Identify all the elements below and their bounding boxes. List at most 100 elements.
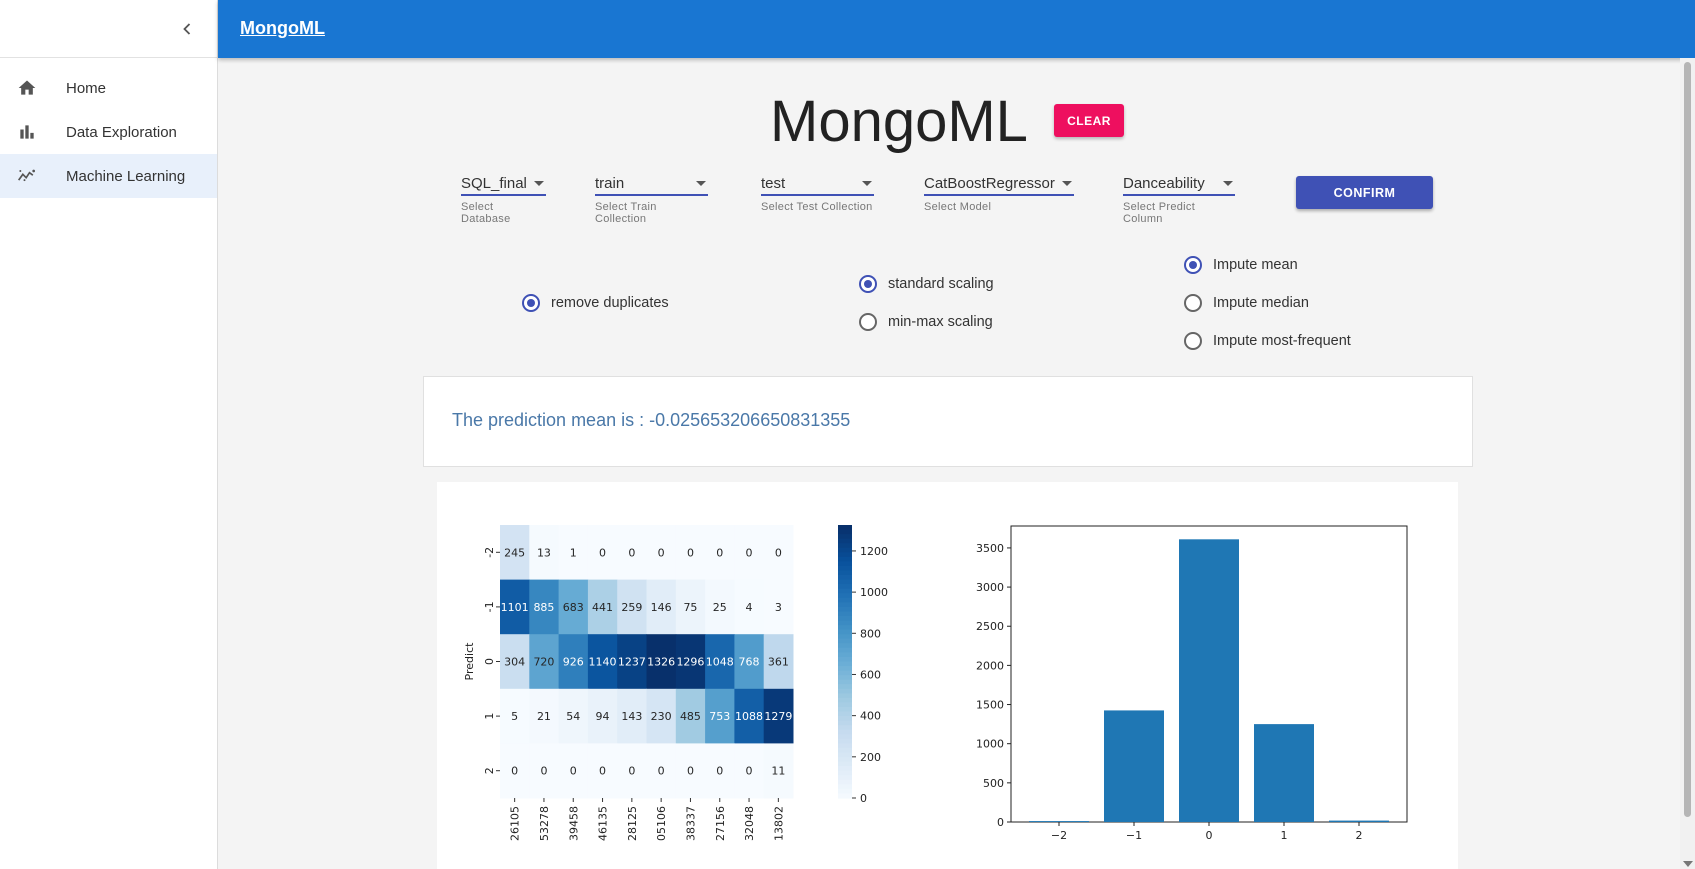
bar xyxy=(1254,724,1314,822)
heatmap-x-tick-label: 46135 xyxy=(597,806,610,841)
radio-label: min-max scaling xyxy=(888,314,993,330)
colorbar-segment xyxy=(838,752,852,758)
colorbar-segment xyxy=(838,525,852,531)
colorbar-segment xyxy=(838,552,852,558)
heatmap-cell-label: 0 xyxy=(746,765,753,778)
radio-standard-scaling[interactable]: standard scaling xyxy=(859,275,994,293)
colorbar-segment xyxy=(838,697,852,704)
select-predict-dropdown[interactable]: Danceability xyxy=(1123,172,1235,196)
radio-circle[interactable] xyxy=(1184,294,1202,312)
heatmap-cell-label: 304 xyxy=(504,656,525,669)
scroll-down-arrow-icon[interactable] xyxy=(1683,861,1693,867)
bar-y-tick-label: 0 xyxy=(997,816,1004,829)
heatmap-cell-label: 0 xyxy=(628,765,635,778)
confirm-button[interactable]: CONFIRM xyxy=(1296,176,1433,209)
select-model-dropdown[interactable]: CatBoostRegressor xyxy=(924,172,1074,196)
caret-down-icon xyxy=(1223,180,1233,186)
colorbar-segment xyxy=(838,606,852,613)
heatmap-cell-label: 3 xyxy=(775,601,782,614)
colorbar-segment xyxy=(838,720,852,726)
heatmap-cell xyxy=(587,579,618,635)
chevron-left-icon[interactable] xyxy=(177,19,197,39)
sidebar-item-label: Machine Learning xyxy=(66,167,186,185)
bar xyxy=(1329,820,1389,822)
heatmap-cell xyxy=(529,579,560,635)
clear-button[interactable]: CLEAR xyxy=(1054,104,1124,137)
colorbar-segment xyxy=(838,625,852,631)
heatmap-cell-label: 441 xyxy=(592,601,613,614)
sidebar-item-data-exploration[interactable]: Data Exploration xyxy=(0,110,217,154)
trending-icon xyxy=(16,165,38,187)
select-train-collection[interactable]: train Select Train Collection xyxy=(595,172,708,225)
radio-circle[interactable] xyxy=(522,294,540,312)
colorbar-tick-label: 0 xyxy=(860,792,867,805)
brand-link[interactable]: MongoML xyxy=(240,18,325,38)
select-predict-column[interactable]: Danceability Select Predict Column xyxy=(1123,172,1235,225)
heatmap-y-tick-label: -2 xyxy=(483,547,496,558)
heatmap-cell-label: 5 xyxy=(511,710,518,723)
colorbar-segment xyxy=(838,747,852,754)
colorbar-segment xyxy=(838,620,852,626)
colorbar-segment xyxy=(838,679,852,685)
select-hint: Select Database xyxy=(461,201,511,225)
caret-down-icon xyxy=(534,180,544,186)
heatmap-cell xyxy=(529,688,560,744)
heatmap-cell-label: 0 xyxy=(716,765,723,778)
select-test-dropdown[interactable]: test xyxy=(761,172,874,196)
colorbar-segment xyxy=(838,547,852,553)
heatmap-cell-label: 1237 xyxy=(618,656,646,669)
select-train-dropdown[interactable]: train xyxy=(595,172,708,196)
sidebar-item-home[interactable]: Home xyxy=(0,66,217,110)
radio-circle[interactable] xyxy=(1184,256,1202,274)
colorbar-segment xyxy=(838,597,852,603)
heatmap-cell-label: 1101 xyxy=(501,601,529,614)
radio-impute-most-frequent[interactable]: Impute most-frequent xyxy=(1184,332,1351,350)
heatmap-cell xyxy=(675,525,706,581)
radio-circle[interactable] xyxy=(859,275,877,293)
heatmap-y-tick-label: -1 xyxy=(483,601,496,612)
colorbar-segment xyxy=(838,743,852,749)
heatmap-cell xyxy=(675,579,706,635)
select-hint: Select Train Collection xyxy=(595,201,657,225)
colorbar-tick-label: 800 xyxy=(860,627,881,640)
radio-minmax-scaling[interactable]: min-max scaling xyxy=(859,313,993,331)
heatmap-cell xyxy=(529,525,560,581)
radio-impute-median[interactable]: Impute median xyxy=(1184,294,1309,312)
heatmap-cell-label: 720 xyxy=(533,656,554,669)
radio-remove-duplicates[interactable]: remove duplicates xyxy=(522,294,669,312)
select-model[interactable]: CatBoostRegressor Select Model xyxy=(924,172,1074,213)
colorbar-segment xyxy=(838,779,852,785)
radio-circle[interactable] xyxy=(859,313,877,331)
select-hint: Select Model xyxy=(924,201,992,213)
bar-y-tick-label: 3000 xyxy=(976,581,1004,594)
radio-label: Impute most-frequent xyxy=(1213,333,1351,349)
colorbar-segment xyxy=(838,529,852,535)
scrollbar[interactable] xyxy=(1680,58,1695,869)
heatmap-cell xyxy=(763,634,794,690)
colorbar-segment xyxy=(838,616,852,622)
heatmap-cell-label: 1296 xyxy=(676,656,704,669)
heatmap-cell-label: 21 xyxy=(537,710,551,723)
colorbar-segment xyxy=(838,670,852,676)
heatmap-cell-label: 0 xyxy=(511,765,518,778)
heatmap-cell-label: 768 xyxy=(739,656,760,669)
select-database[interactable]: SQL_final Select Database xyxy=(461,172,546,225)
heatmap-cell xyxy=(763,579,794,635)
sidebar-item-machine-learning[interactable]: Machine Learning xyxy=(0,154,217,198)
colorbar-segment xyxy=(838,788,852,795)
heatmap-x-tick-label: 53278 xyxy=(538,806,551,841)
radio-circle[interactable] xyxy=(1184,332,1202,350)
heatmap-x-tick-label: 38337 xyxy=(684,806,697,841)
heatmap-cell xyxy=(705,579,735,635)
bar xyxy=(1029,821,1089,822)
select-test-collection[interactable]: test Select Test Collection xyxy=(761,172,874,213)
colorbar-segment xyxy=(838,766,852,772)
select-database-dropdown[interactable]: SQL_final xyxy=(461,172,546,196)
scrollbar-thumb[interactable] xyxy=(1684,62,1691,817)
heatmap-cell xyxy=(500,579,530,635)
heatmap-cell-label: 0 xyxy=(599,765,606,778)
heatmap-x-tick-label: 27156 xyxy=(714,806,727,841)
radio-impute-mean[interactable]: Impute mean xyxy=(1184,256,1298,274)
heatmap-cell xyxy=(617,634,647,690)
heatmap-cell-label: 4 xyxy=(746,601,753,614)
